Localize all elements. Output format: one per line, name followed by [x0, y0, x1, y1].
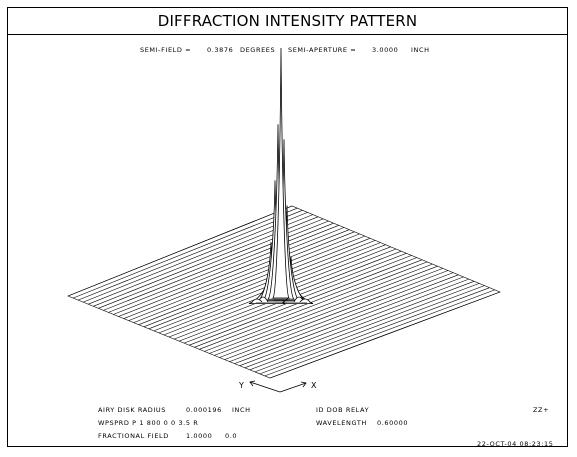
fractional-field-label: FRACTIONAL FIELD: [98, 432, 169, 440]
grid-line: [229, 274, 459, 362]
semi-field-unit: DEGREES: [240, 46, 276, 54]
grid-line: [143, 238, 371, 328]
grid-line: [224, 272, 454, 360]
grid-line: [103, 220, 329, 311]
lens-name: ID DOB RELAY: [316, 406, 370, 414]
intensity-peak: [248, 47, 314, 304]
lens-code: ZZ+: [533, 406, 550, 414]
grid-line: [72, 207, 298, 299]
grid-line: [77, 210, 303, 301]
grid-line: [138, 235, 365, 325]
grid-line: [254, 285, 485, 373]
fractional-field-value-1: 1.0000: [186, 432, 213, 440]
peak-slice: [272, 47, 290, 299]
title-bar: DIFFRACTION INTENSITY PATTERN: [7, 7, 568, 35]
timestamp: 22-OCT-04 08:23:15: [477, 440, 554, 448]
grid-line: [214, 268, 443, 356]
plot-title: DIFFRACTION INTENSITY PATTERN: [157, 11, 418, 30]
grid-line: [249, 283, 480, 371]
grid-line: [199, 261, 428, 350]
grid-line: [219, 270, 449, 358]
semi-field-label: SEMI-FIELD =: [140, 46, 192, 54]
grid-line: [259, 287, 490, 375]
grid-border: [67, 205, 501, 379]
y-axis-label: Y: [238, 381, 244, 390]
grid-line: [108, 222, 334, 313]
wavelength-value: 0.60000: [377, 419, 409, 427]
grid-line: [118, 227, 345, 317]
grid-line: [244, 281, 475, 369]
grid-line: [239, 278, 469, 366]
grid-line: [148, 240, 376, 330]
x-axis-label: X: [311, 381, 317, 390]
airy-disk-label: AIRY DISK RADIUS: [98, 406, 166, 414]
grid-line: [128, 231, 355, 321]
semi-aperture-label: SEMI-APERTURE =: [288, 46, 357, 54]
semi-aperture-value: 3.0000: [372, 46, 399, 54]
grid-line: [204, 263, 433, 352]
wavelength-label: WAVELENGTH: [316, 419, 367, 427]
side-lobe: [251, 298, 263, 303]
grid-line: [133, 233, 360, 323]
grid-line: [234, 276, 464, 364]
semi-aperture-unit: INCH: [411, 46, 430, 54]
grid-line: [83, 212, 308, 303]
airy-disk-unit: INCH: [232, 406, 251, 414]
airy-disk-value: 0.000196: [186, 406, 222, 414]
axis-indicator: [249, 380, 307, 393]
grid-line: [264, 289, 495, 377]
grid-line: [113, 225, 339, 315]
grid-line: [123, 229, 350, 319]
grid-line: [209, 265, 438, 354]
semi-field-value: 0.3876: [207, 46, 234, 54]
plot-frame: [7, 7, 568, 447]
fractional-field-value-2: 0.0: [225, 432, 238, 440]
side-lobe: [299, 298, 311, 303]
command-line: WPSPRD P 1 800 0 0 3.5 R: [98, 419, 199, 427]
